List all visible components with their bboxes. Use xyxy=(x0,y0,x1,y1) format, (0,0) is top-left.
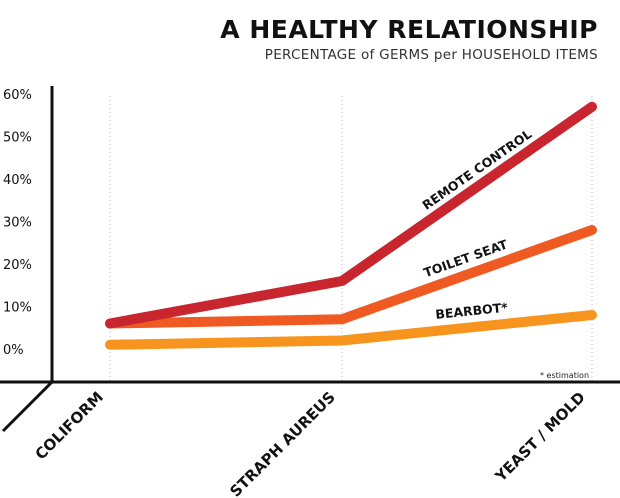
x-tick-label: STRAPH AUREUS xyxy=(226,388,338,498)
series-label-bearbot: BEARBOT* xyxy=(435,300,509,322)
x-tick-label: YEAST / MOLD xyxy=(491,388,589,486)
y-tick-label: 20% xyxy=(3,258,32,273)
x-tick-label: COLIFORM xyxy=(32,388,107,463)
chart-title: A HEALTHY RELATIONSHIP xyxy=(220,15,598,44)
y-tick-label: 50% xyxy=(3,131,32,146)
x-tick-labels: COLIFORM STRAPH AUREUS YEAST / MOLD xyxy=(32,388,589,498)
y-tick-labels: 0% 10% 20% 30% 40% 50% 60% xyxy=(3,88,32,358)
chart-subtitle: PERCENTAGE of GERMS per HOUSEHOLD ITEMS xyxy=(265,47,598,63)
y-tick-label: 0% xyxy=(3,343,24,358)
y-tick-label: 60% xyxy=(3,88,32,103)
y-tick-label: 10% xyxy=(3,301,32,316)
estimation-footnote: * estimation xyxy=(540,371,589,380)
series-line-remote-control xyxy=(105,101,597,329)
series-lines xyxy=(105,101,597,350)
series-line-bearbot xyxy=(105,310,597,350)
y-tick-label: 40% xyxy=(3,173,32,188)
series-label-remote-control: REMOTE CONTROL xyxy=(419,126,534,212)
y-tick-label: 30% xyxy=(3,216,32,231)
axis-corner-slash xyxy=(1,380,54,433)
series-line-toilet-seat xyxy=(105,225,597,329)
